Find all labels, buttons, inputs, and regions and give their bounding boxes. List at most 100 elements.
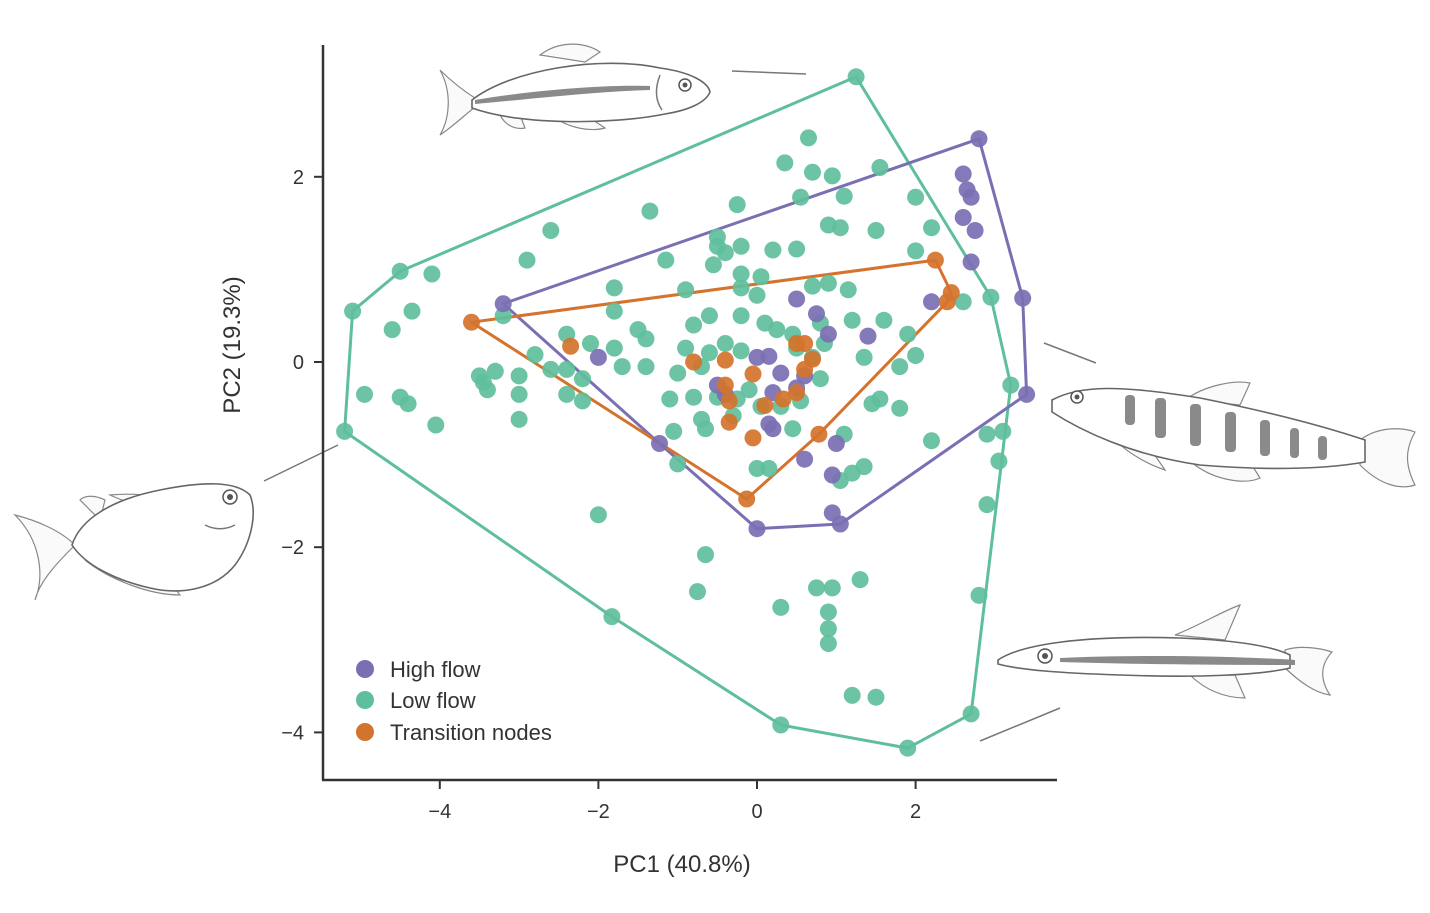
point-low-flow [867,688,885,706]
point-low-flow [772,716,790,734]
point-low-flow [891,358,909,376]
point-low-flow [383,321,401,339]
point-low-flow [855,458,873,476]
y-tick-label: −4 [281,722,304,744]
point-transition-nodes [774,390,792,408]
point-low-flow [641,202,659,220]
point-low-flow [740,381,758,399]
point-low-flow [732,307,750,325]
point-low-flow [962,705,980,723]
point-low-flow [657,251,675,269]
point-high-flow [923,293,940,311]
point-low-flow [823,167,841,185]
point-low-flow [804,163,821,181]
y-tick-label: −2 [281,537,304,559]
point-low-flow [784,420,802,438]
point-high-flow [823,504,841,522]
point-low-flow [704,256,722,274]
point-low-flow [823,579,841,597]
legend-marker-high-flow [356,660,374,678]
point-low-flow [1002,376,1020,394]
point-low-flow [776,154,794,172]
point-transition-nodes [796,335,814,352]
point-low-flow [542,360,560,378]
point-low-flow [792,188,810,206]
point-low-flow [732,237,750,255]
point-high-flow [823,466,841,484]
point-low-flow [772,598,790,616]
point-high-flow [772,364,790,382]
point-low-flow [665,422,683,440]
point-transition-nodes [716,376,734,394]
point-high-flow [494,295,512,313]
hull-low-flow [343,75,1013,750]
point-transition-nodes [562,337,580,355]
x-tick-label: 2 [910,801,921,823]
point-low-flow [875,311,893,329]
point-low-flow [990,452,1008,470]
point-low-flow [899,325,917,343]
fish-illustration-left [13,483,254,601]
point-low-flow [574,392,591,410]
fish-illustration-top [439,43,711,136]
point-low-flow [847,68,865,86]
point-low-flow [689,583,706,601]
point-high-flow [589,348,607,366]
x-tick-label: −2 [587,801,610,823]
point-low-flow [677,339,695,357]
point-low-flow [843,686,861,704]
point-low-flow [403,302,421,320]
point-low-flow [637,358,655,376]
point-high-flow [962,253,980,271]
point-low-flow [819,635,837,652]
point-low-flow [605,302,623,320]
point-low-flow [423,265,441,283]
point-low-flow [748,460,766,477]
point-low-flow [768,321,786,339]
point-transition-nodes [810,425,828,443]
fish-illustration-bottom-right [997,604,1334,699]
point-high-flow [966,222,984,239]
fish-illustration-right-middle [1051,381,1416,488]
y-tick-label: 2 [293,167,304,189]
point-transition-nodes [720,392,738,410]
point-high-flow [859,327,877,345]
legend-label-high-flow: High flow [390,657,481,682]
x-axis: −4 −2 0 2 PC1 (40.8%) [322,778,1057,878]
y-tick-label: 0 [293,352,304,374]
point-low-flow [589,506,607,524]
point-low-flow [700,344,718,362]
point-low-flow [871,390,889,408]
point-low-flow [542,222,560,239]
point-low-flow [978,425,996,443]
point-low-flow [978,496,996,514]
point-low-flow [867,222,885,239]
point-low-flow [994,422,1012,440]
point-low-flow [732,342,750,360]
legend-marker-low-flow [356,691,374,709]
point-low-flow [661,390,679,408]
point-high-flow [788,290,806,308]
point-low-flow [669,455,687,473]
point-transition-nodes [744,365,762,383]
point-transition-nodes [738,490,756,508]
point-low-flow [558,385,576,403]
point-low-flow [486,362,504,380]
point-high-flow [827,435,845,452]
point-low-flow [518,251,536,269]
point-high-flow [760,347,778,365]
legend-label-low-flow: Low flow [390,688,476,713]
point-low-flow [811,370,829,388]
point-low-flow [899,739,917,757]
point-low-flow [716,335,734,352]
point-low-flow [344,302,362,320]
x-axis-title: PC1 (40.8%) [613,851,750,878]
point-low-flow [605,279,623,297]
point-transition-nodes [685,353,703,371]
point-low-flow [819,274,837,292]
point-low-flow [685,388,703,406]
point-transition-nodes [788,384,806,402]
point-low-flow [613,358,631,376]
point-transition-nodes [716,351,734,369]
point-transition-nodes [796,360,814,378]
